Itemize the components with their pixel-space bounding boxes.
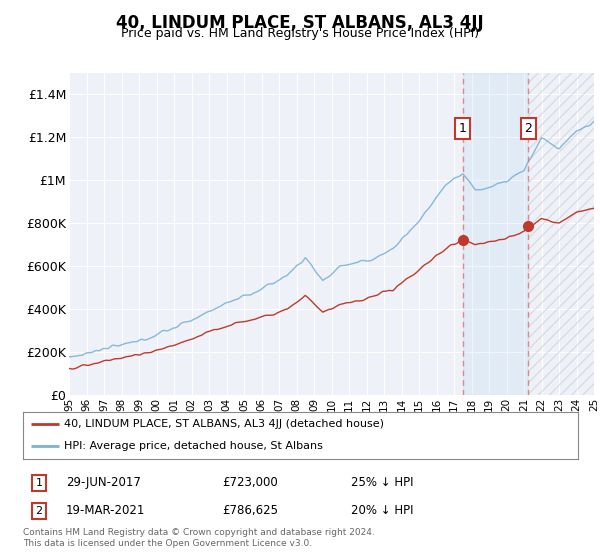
Text: 19-MAR-2021: 19-MAR-2021 [66, 504, 145, 517]
Text: 1: 1 [459, 122, 467, 135]
Text: 2: 2 [35, 506, 43, 516]
Bar [463, 73, 529, 395]
Text: 2: 2 [524, 122, 532, 135]
Text: 40, LINDUM PLACE, ST ALBANS, AL3 4JJ: 40, LINDUM PLACE, ST ALBANS, AL3 4JJ [116, 14, 484, 32]
Bar [529, 73, 594, 395]
Bar [529, 73, 594, 395]
Text: £723,000: £723,000 [222, 476, 278, 489]
Text: 29-JUN-2017: 29-JUN-2017 [66, 476, 141, 489]
Text: 1: 1 [35, 478, 43, 488]
Text: Contains HM Land Registry data © Crown copyright and database right 2024.
This d: Contains HM Land Registry data © Crown c… [23, 528, 374, 548]
Text: Price paid vs. HM Land Registry's House Price Index (HPI): Price paid vs. HM Land Registry's House … [121, 27, 479, 40]
Text: 25% ↓ HPI: 25% ↓ HPI [351, 476, 413, 489]
Text: £786,625: £786,625 [222, 504, 278, 517]
Text: 40, LINDUM PLACE, ST ALBANS, AL3 4JJ (detached house): 40, LINDUM PLACE, ST ALBANS, AL3 4JJ (de… [64, 419, 385, 430]
Text: 20% ↓ HPI: 20% ↓ HPI [351, 504, 413, 517]
Text: HPI: Average price, detached house, St Albans: HPI: Average price, detached house, St A… [64, 441, 323, 451]
